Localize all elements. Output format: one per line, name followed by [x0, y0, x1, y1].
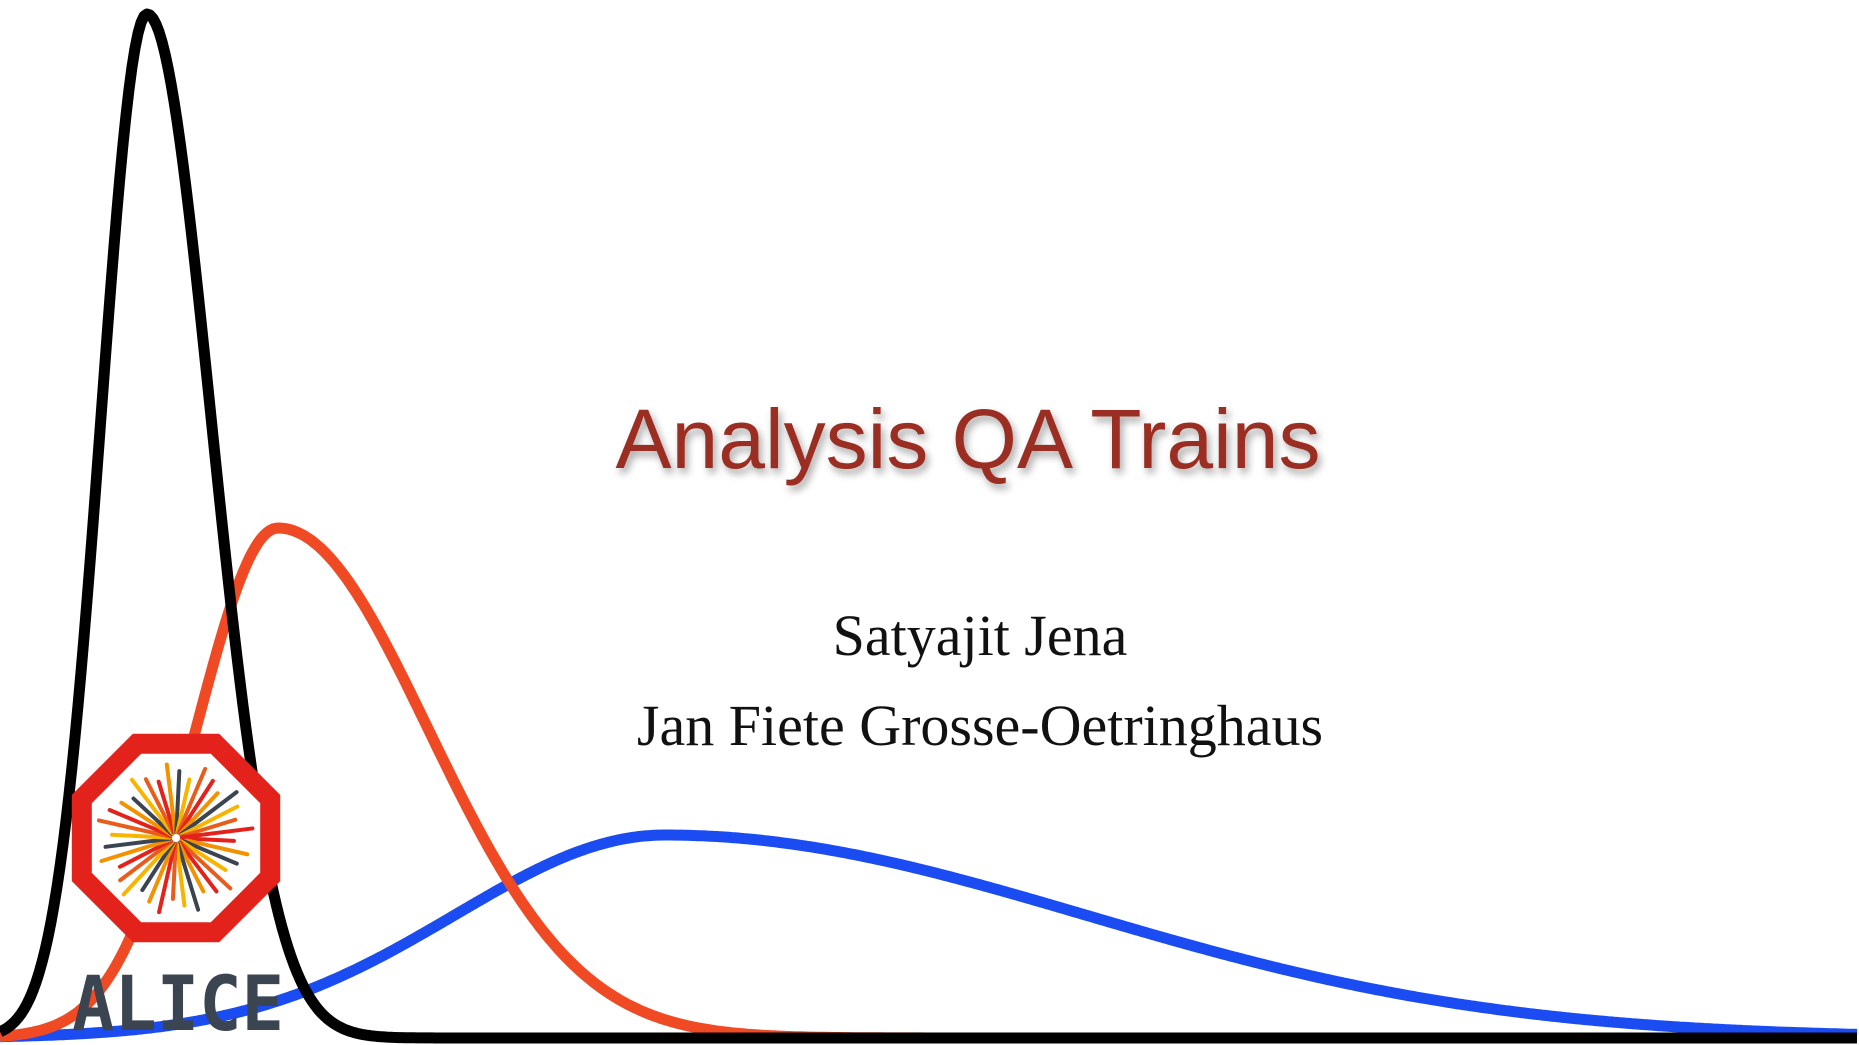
alice-logo: ALICE — [71, 733, 284, 1045]
logo-ray — [177, 840, 219, 894]
logo-ray — [174, 769, 182, 835]
logo-ray — [118, 839, 174, 883]
logo-ray — [179, 826, 255, 840]
logo-ray — [96, 818, 173, 839]
logo-ray — [179, 838, 239, 866]
logo-ray — [143, 777, 176, 835]
logo-ray — [176, 766, 208, 835]
author: Satyajit Jena — [833, 603, 1128, 668]
logo-ray — [129, 777, 175, 836]
logo-ray — [179, 839, 228, 873]
logo-ray — [147, 841, 176, 904]
logo-ray — [178, 791, 220, 836]
author: Jan Fiete Grosse-Oetringhaus — [637, 693, 1323, 758]
logo-ray — [156, 779, 177, 835]
title: Analysis QA Trains — [616, 392, 1321, 486]
logo-ray — [103, 836, 173, 849]
logo-ray — [176, 841, 206, 894]
logo-text: ALICE — [72, 959, 284, 1045]
logo-ray — [140, 841, 175, 893]
logo-rays — [96, 762, 255, 915]
logo-ray — [178, 790, 239, 837]
logo-ray — [131, 796, 174, 836]
decorative-curves — [0, 8, 1859, 1044]
logo-ray — [179, 837, 250, 857]
logo-ray — [117, 838, 173, 869]
logo-ray — [179, 804, 240, 838]
logo-ray — [170, 841, 178, 901]
curve — [0, 8, 1859, 1044]
logo-ray — [175, 777, 192, 835]
logo-ray — [174, 841, 187, 908]
logo-ray — [178, 840, 233, 891]
logo-ray — [119, 800, 173, 837]
logo-ray — [107, 808, 173, 838]
logo-ray — [99, 837, 173, 863]
logo-ray — [179, 836, 236, 843]
logo-ray — [110, 832, 173, 840]
logo-ray — [157, 841, 177, 915]
logo-ray — [121, 840, 174, 897]
logo-ray — [177, 778, 215, 835]
logo-octagon — [71, 733, 281, 943]
logo-ray — [179, 817, 238, 839]
logo-ray — [164, 762, 178, 835]
logo-ray — [175, 841, 201, 912]
